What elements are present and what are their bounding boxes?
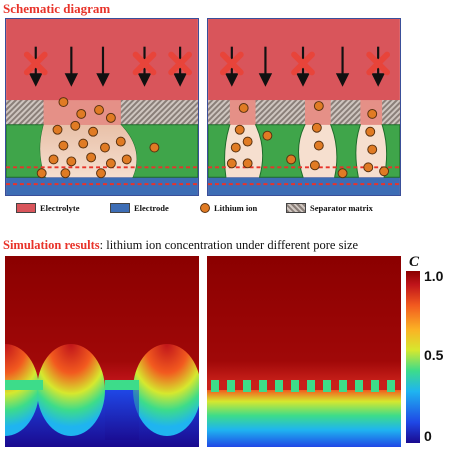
- colorbar-variable: C: [409, 254, 420, 270]
- colorbar: [406, 271, 420, 443]
- schematic-small-pore-drawing: [208, 19, 400, 195]
- separator-matrix-swatch: [286, 203, 306, 213]
- electrolyte-swatch: [16, 203, 36, 213]
- legend-separator-matrix-label: Separator matrix: [310, 203, 373, 213]
- legend-electrode: Electrode: [110, 203, 169, 213]
- legend-electrode-label: Electrode: [134, 203, 169, 213]
- simulation-title-sub: : lithium ion concentration under differ…: [99, 238, 359, 252]
- colorbar-tick-max: 1.0: [424, 268, 444, 284]
- simulation-large-pore: [5, 256, 199, 447]
- legend-electrolyte-label: Electrolyte: [40, 203, 80, 213]
- simulation-title: Simulation results: lithium ion concentr…: [3, 238, 358, 253]
- legend-lithium-ion: Lithium ion: [200, 203, 257, 213]
- schematic-panel-small-pore: [207, 18, 401, 196]
- simulation-small-pore-field: [207, 256, 401, 447]
- lithium-ion-icon: [200, 203, 210, 213]
- legend-lithium-ion-label: Lithium ion: [214, 203, 258, 213]
- schematic-large-pore-drawing: [6, 19, 198, 195]
- schematic-title: Schematic diagram: [3, 1, 111, 16]
- legend: Electrolyte Electrode Lithium ion Separa…: [0, 203, 450, 219]
- legend-electrolyte: Electrolyte: [16, 203, 80, 213]
- legend-separator-matrix: Separator matrix: [286, 203, 373, 213]
- simulation-small-pore: [207, 256, 401, 447]
- colorbar-tick-min: 0: [424, 428, 432, 444]
- schematic-panel-large-pore: [5, 18, 199, 196]
- simulation-title-main: Simulation results: [3, 238, 100, 252]
- electrode-swatch: [110, 203, 130, 213]
- simulation-large-pore-field: [5, 256, 199, 447]
- colorbar-tick-mid: 0.5: [424, 347, 444, 363]
